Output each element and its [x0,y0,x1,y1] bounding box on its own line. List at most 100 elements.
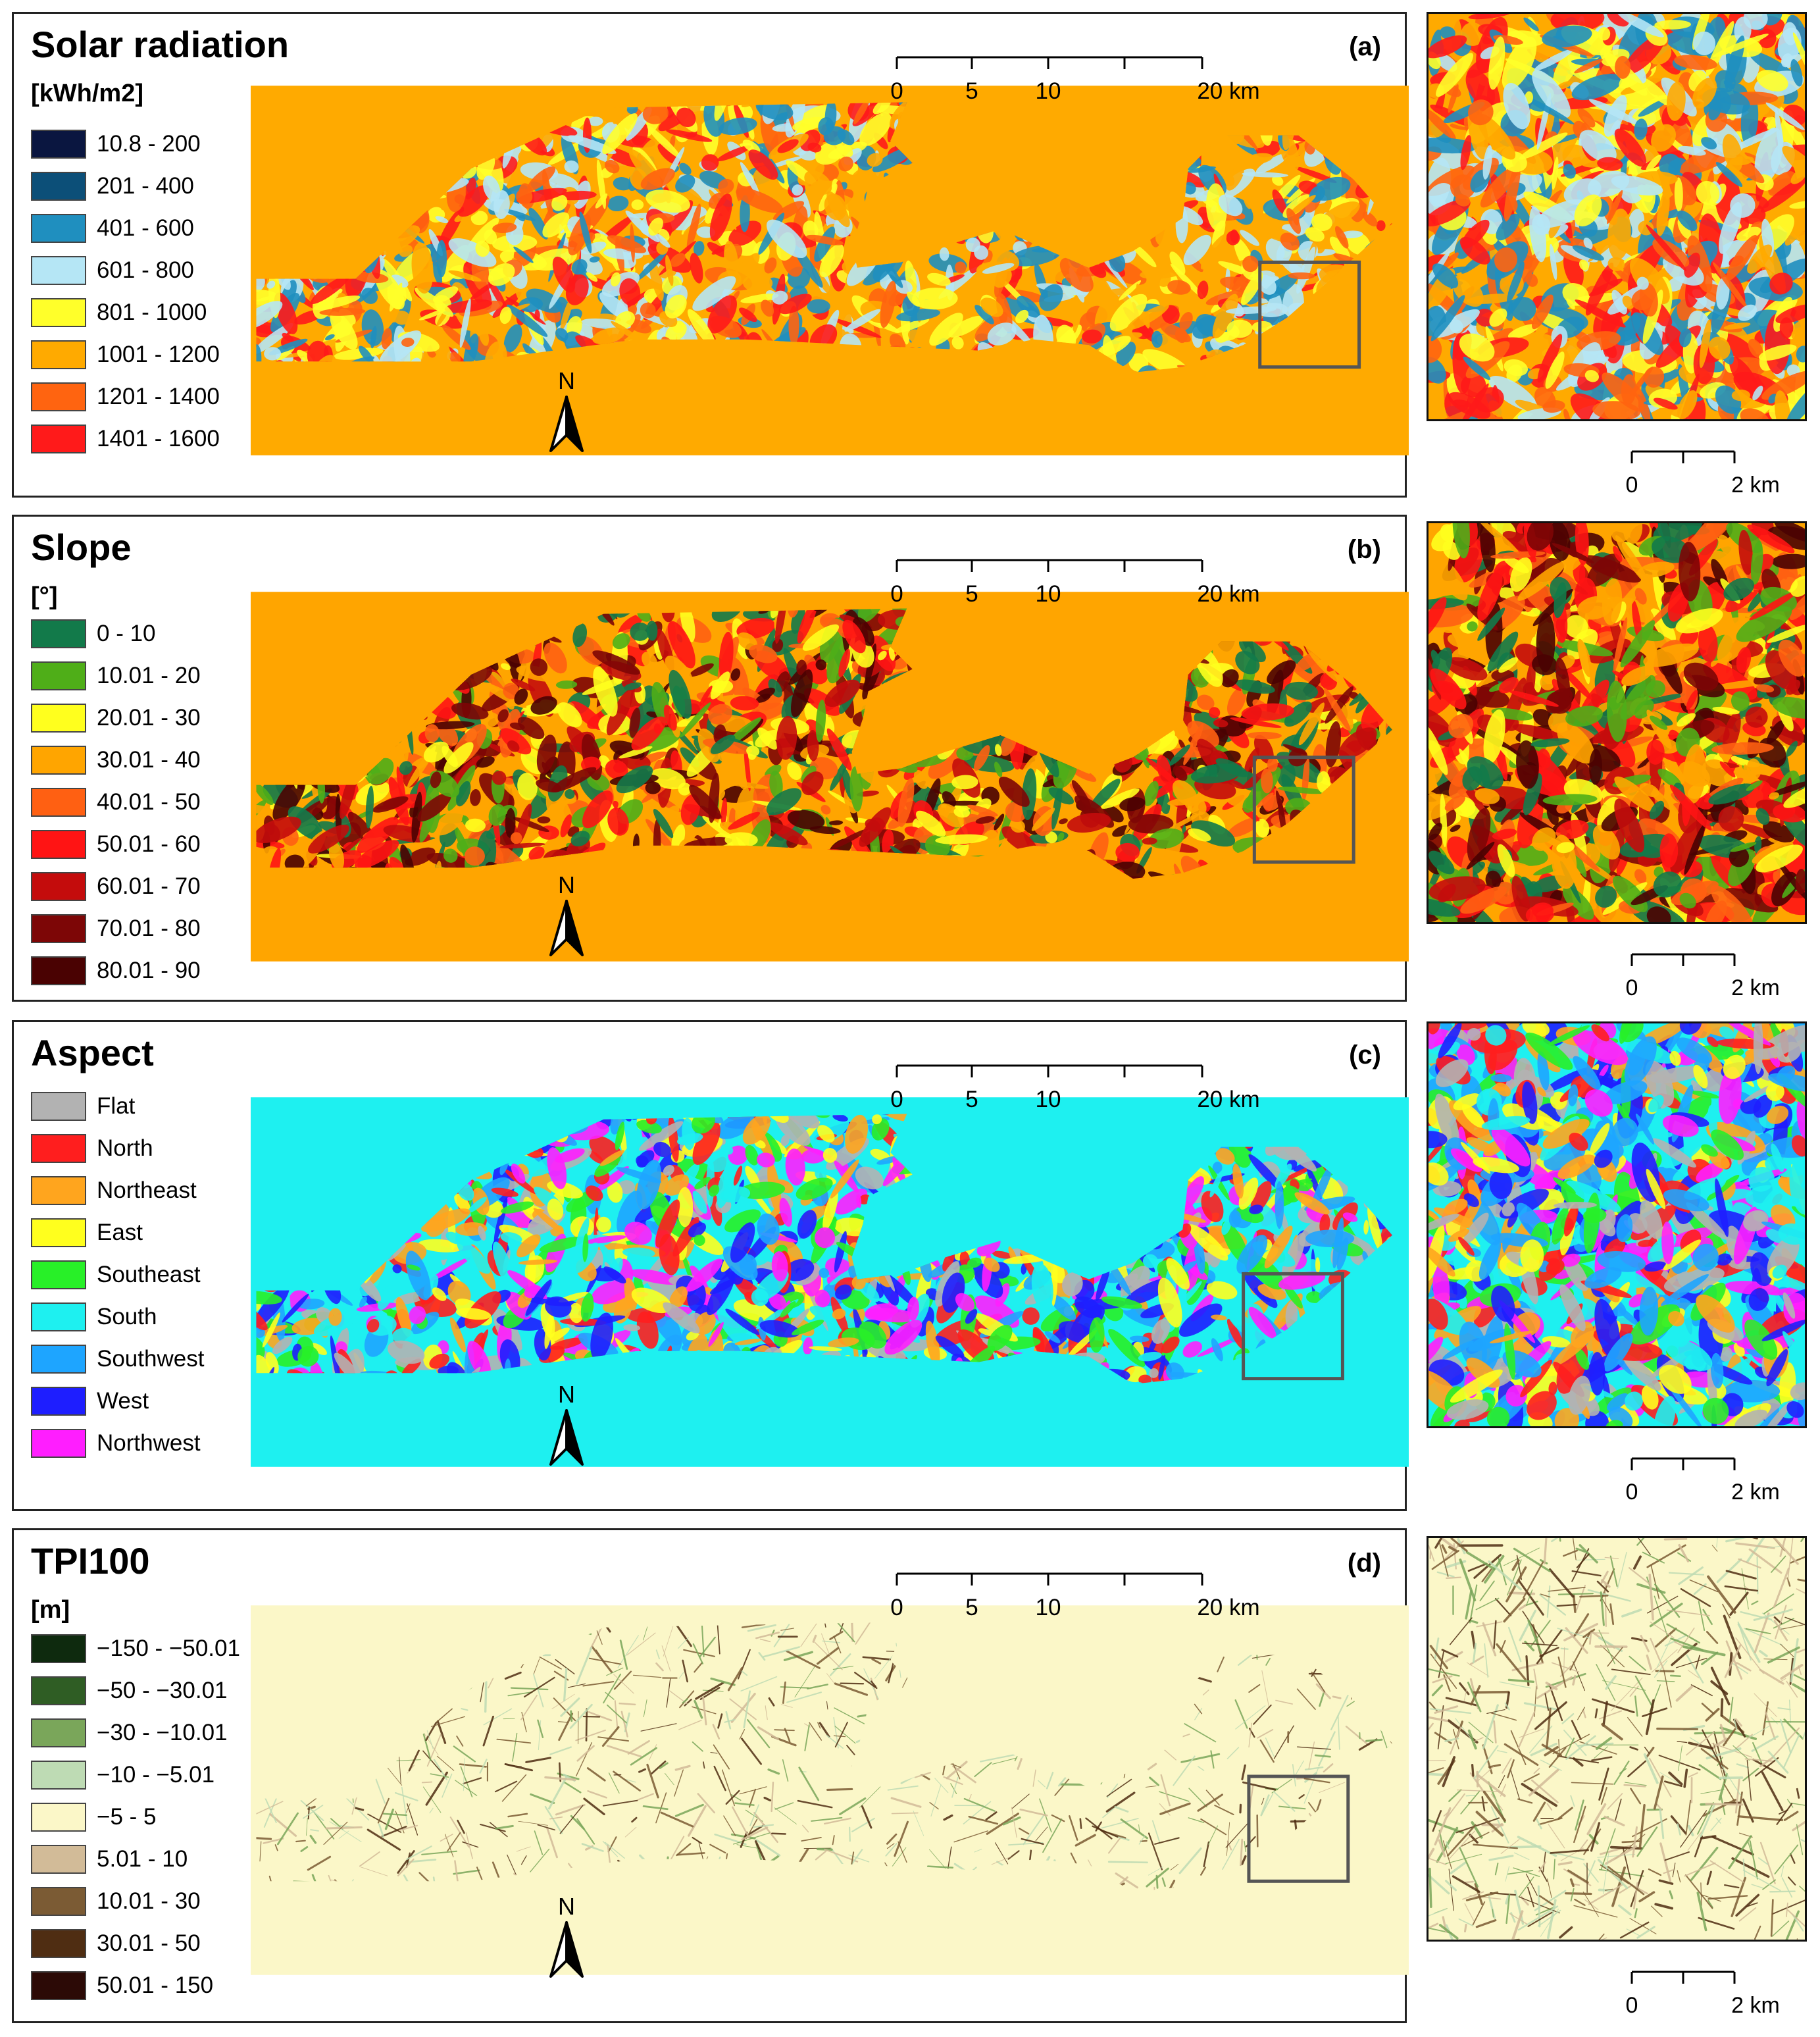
legend-label: 40.01 - 50 [97,789,201,815]
scale-bar-label: 0 [890,581,903,607]
legend-label: South [97,1304,157,1329]
panel-title: Slope [31,527,132,568]
legend-swatch [31,298,86,327]
legend-label: 1001 - 1200 [97,342,220,367]
scale-bar-label: 10 [1035,581,1061,607]
legend-unit: [m] [31,1596,70,1624]
inset-map-3 [1427,1021,1807,1428]
legend-label: 5.01 - 10 [97,1846,188,1872]
panel-title: Aspect [31,1032,154,1073]
scale-bar-label: 0 [890,1595,903,1620]
inset-map-4 [1427,1536,1807,1942]
inset-map-1 [1427,12,1807,421]
north-arrow-icon [549,396,584,452]
inset-extent-box [1247,1774,1350,1883]
north-arrow-icon [549,1409,584,1466]
scale-bar-label: 10 [1035,78,1061,104]
legend-swatch [31,1134,86,1163]
panel-title: Solar radiation [31,24,290,65]
inset-scale-label: 2 km [1731,975,1780,1000]
legend-swatch [31,661,86,690]
legend-swatch [31,830,86,859]
legend-swatch [31,214,86,243]
scale-bar-label: 5 [965,581,978,607]
legend-label: North [97,1135,153,1161]
legend-swatch [31,914,86,943]
legend-swatch [31,1929,86,1958]
north-arrow-icon [549,900,584,956]
legend-label: Northeast [97,1177,197,1203]
scale-bar-label: 0 [890,1087,903,1112]
legend-swatch [31,1302,86,1331]
panel-label: (a) [1349,32,1381,61]
scale-bar: 0 5 10 20 km [890,556,1260,607]
legend-label: 80.01 - 90 [97,958,201,983]
north-arrow: N [543,368,590,457]
scale-bar-label: 20 km [1197,1087,1260,1112]
inset-extent-box [1258,260,1361,369]
panel-label: (d) [1347,1549,1381,1578]
legend-swatch [31,425,86,453]
legend-swatch [31,130,86,159]
legend-swatch [31,1387,86,1416]
legend-swatch [31,382,86,411]
inset-extent-box [1252,756,1355,864]
inset-extent-box [1242,1272,1344,1381]
legend-label: −30 - −10.01 [97,1720,228,1745]
legend-swatch [31,746,86,775]
legend-label: 1201 - 1400 [97,384,220,409]
legend-label: 60.01 - 70 [97,873,201,899]
map-panel-4: TPI100 [m] (d) −150 - −50.01 −50 - −30.01 −30… [12,1528,1409,2023]
legend-swatch [31,1971,86,2000]
legend-swatch [31,956,86,985]
map-panel-2: Slope [°] (b) 0 - 10 10.01 - 20 20.01 - 30 30.… [12,515,1409,1002]
legend-label: 201 - 400 [97,173,194,199]
scale-bar-label: 0 [890,78,903,104]
legend-unit: [kWh/m2] [31,80,143,107]
legend-swatch [31,1345,86,1374]
north-arrow-icon [549,1921,584,1978]
legend-swatch [31,788,86,817]
scale-bar-label: 20 km [1197,78,1260,104]
legend-swatch [31,1761,86,1790]
panel-label: (c) [1349,1041,1381,1070]
scale-bar-label: 5 [965,1087,978,1112]
scale-bar: 0 5 10 20 km [890,1570,1260,1620]
legend-label: −50 - −30.01 [97,1678,228,1703]
legend-label: 30.01 - 40 [97,747,201,773]
legend-swatch [31,1260,86,1289]
legend-swatch [31,1887,86,1916]
legend-swatch [31,1718,86,1747]
north-arrow: N [543,872,590,961]
north-arrow: N [543,1894,590,1982]
legend-label: 401 - 600 [97,215,194,241]
scale-bar-label: 10 [1035,1595,1061,1620]
north-label: N [558,367,575,394]
legend-label: −150 - −50.01 [97,1636,240,1661]
legend-label: Northwest [97,1430,201,1456]
inset-scale-label: 0 [1625,1993,1638,2018]
inset-scale-bar: 0 2 km [1626,1455,1780,1505]
legend-swatch [31,340,86,369]
scale-bar-label: 5 [965,78,978,104]
north-label: N [558,871,575,898]
legend-label: 1401 - 1600 [97,426,220,451]
scale-bar: 0 5 10 20 km [890,53,1260,104]
legend-label: 801 - 1000 [97,299,207,325]
legend-swatch [31,1634,86,1663]
panel-label: (b) [1347,535,1381,564]
inset-scale-bar: 0 2 km [1626,448,1780,498]
north-label: N [558,1381,575,1408]
scale-bar-label: 20 km [1197,581,1260,607]
legend-swatch [31,704,86,733]
scale-bar: 0 5 10 20 km [890,1062,1260,1112]
legend-swatch [31,1092,86,1121]
legend-label: West [97,1388,149,1414]
scale-bar-label: 5 [965,1595,978,1620]
legend-label: Southwest [97,1346,205,1372]
map-panel-3: Aspect (c) Flat North Northeast East Southeast… [12,1020,1409,1511]
north-label: N [558,1893,575,1920]
legend-label: 50.01 - 150 [97,1973,214,1998]
legend-label: 10.01 - 20 [97,663,201,688]
inset-scale-label: 2 km [1731,473,1780,498]
